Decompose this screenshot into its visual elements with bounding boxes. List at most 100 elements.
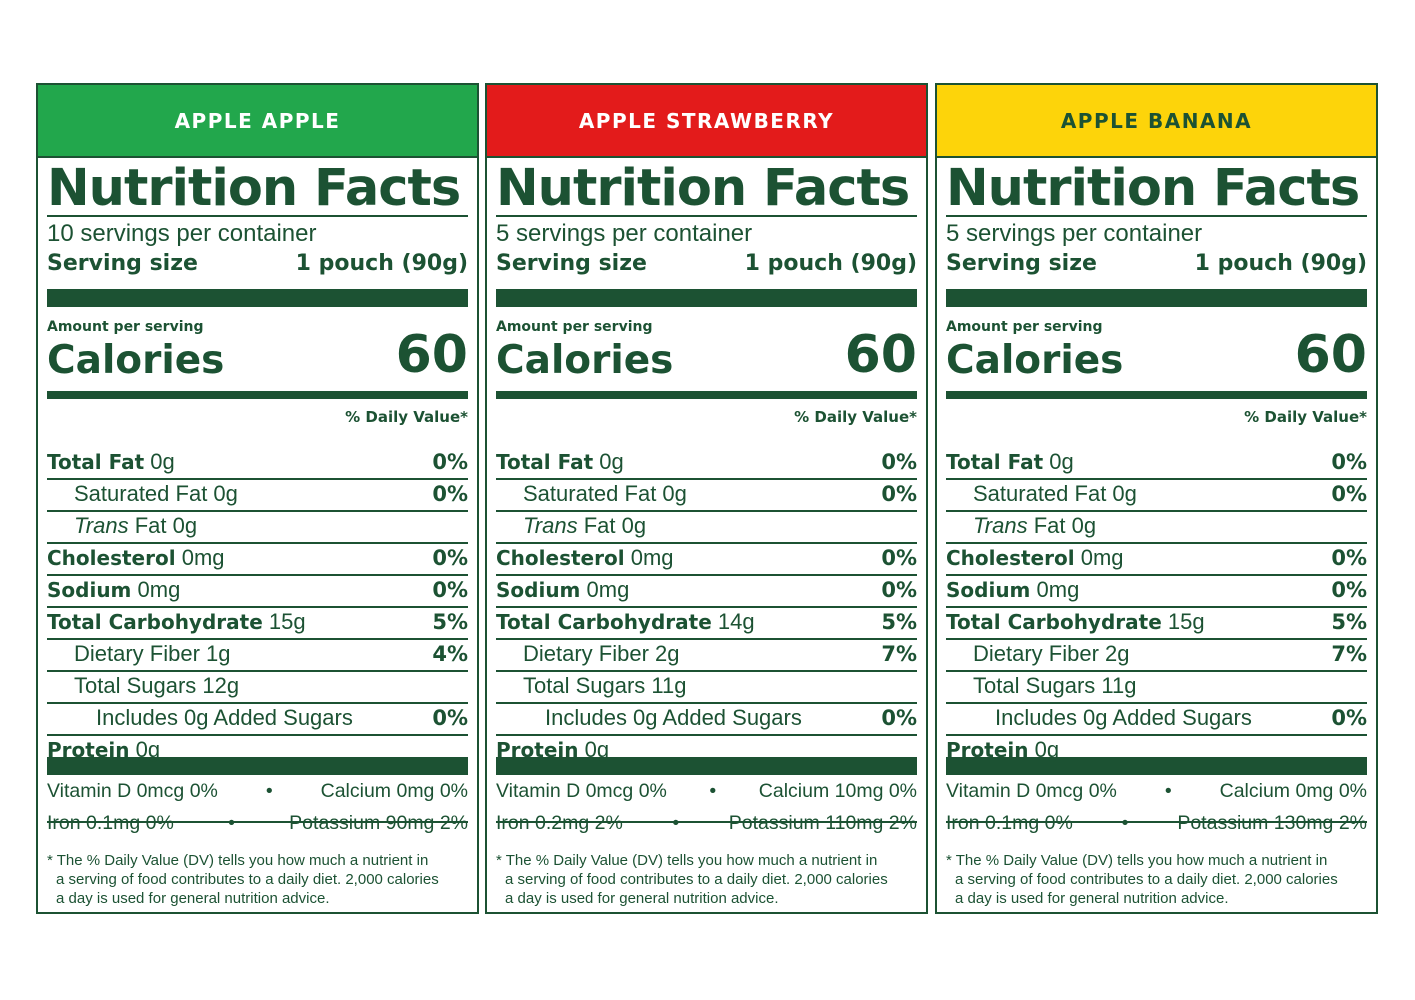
- serving-size-row: Serving size 1 pouch (90g): [946, 249, 1367, 279]
- nutrient-label: Sodium: [47, 578, 132, 602]
- daily-value-percent: 0%: [1331, 546, 1367, 570]
- nutrient-amount: 0g: [135, 737, 161, 762]
- nutrient-amount: 0mg: [181, 545, 225, 570]
- nutrient-label-group: Saturated Fat 0g: [74, 481, 238, 507]
- nutrient-row: Includes 0g Added Sugars 0%: [47, 702, 468, 734]
- nutrient-label: Dietary Fiber 1g: [74, 641, 231, 666]
- nutrient-label: Fat 0g: [1033, 513, 1097, 538]
- flavor-band: APPLE BANANA: [937, 85, 1376, 158]
- footnote-line: a serving of food contributes to a daily…: [505, 871, 888, 888]
- daily-value-footnote: * The % Daily Value (DV) tells you how m…: [946, 851, 1367, 908]
- nutrient-amount: 15g: [1167, 609, 1205, 634]
- serving-size-label: Serving size: [496, 251, 647, 276]
- nutrient-label-group: Sodium 0mg: [47, 577, 180, 603]
- nutrient-row: Trans Fat 0g: [47, 510, 468, 542]
- nutrient-label-group: Total Carbohydrate 14g: [496, 609, 755, 635]
- vitamin-right: Calcium 10mg 0%: [758, 779, 918, 802]
- nutrient-label-group: Total Fat 0g: [496, 449, 624, 475]
- nutrient-label: Total Sugars 11g: [973, 673, 1137, 698]
- divider-line: [47, 702, 468, 704]
- nutrient-label: Dietary Fiber 2g: [973, 641, 1130, 666]
- footnote-line: * The % Daily Value (DV) tells you how m…: [496, 852, 878, 869]
- nutrient-label-group: Protein 0g: [47, 737, 160, 763]
- nutrient-label-group: Total Carbohydrate 15g: [47, 609, 306, 635]
- nutrient-row: Protein 0g: [47, 734, 468, 766]
- vitamin-right: Calcium 0mg 0%: [320, 779, 469, 802]
- daily-value-percent: 5%: [1331, 610, 1367, 634]
- nutrition-panel-apple-strawberry: APPLE STRAWBERRY Nutrition Facts 5 serving…: [485, 83, 928, 914]
- divider-line: [47, 606, 468, 608]
- nutrient-row: Total Fat 0g 0%: [47, 446, 468, 478]
- nutrient-row: Saturated Fat 0g 0%: [946, 478, 1367, 510]
- divider-line: [496, 821, 917, 823]
- nutrient-label: Protein: [47, 738, 130, 762]
- divider-line: [496, 478, 917, 480]
- vitamin-mineral-row: Iron 0.2mg 2% • Potassium 110mg 2%: [496, 807, 917, 839]
- nutrient-label-group: Dietary Fiber 2g: [523, 641, 680, 667]
- nutrient-label: Cholesterol: [496, 546, 625, 570]
- nutrient-label: Sodium: [946, 578, 1031, 602]
- nutrient-label: Fat 0g: [583, 513, 647, 538]
- divider-line: [496, 638, 917, 640]
- nutrient-label: Includes 0g Added Sugars: [545, 705, 802, 730]
- footnote-line: a serving of food contributes to a daily…: [56, 871, 439, 888]
- divider-line: [946, 702, 1367, 704]
- nutrient-row: Sodium 0mg 0%: [47, 574, 468, 606]
- nutrient-label: Includes 0g Added Sugars: [995, 705, 1252, 730]
- nutrient-amount: 0g: [599, 449, 624, 474]
- nutrient-row: Saturated Fat 0g 0%: [47, 478, 468, 510]
- daily-value-footnote: * The % Daily Value (DV) tells you how m…: [496, 851, 917, 908]
- serving-size-row: Serving size 1 pouch (90g): [47, 249, 468, 279]
- servings-per-container: 5 servings per container: [496, 220, 753, 247]
- daily-value-percent: 0%: [432, 706, 468, 730]
- nutrient-row: Total Carbohydrate 14g 5%: [496, 606, 917, 638]
- vitamin-right: Potassium 130mg 2%: [1177, 811, 1368, 834]
- nutrient-label-group: Protein 0g: [946, 737, 1059, 763]
- divider-line: [47, 638, 468, 640]
- thick-divider: [47, 289, 468, 307]
- nutrient-label: Total Fat: [946, 450, 1044, 474]
- bullet-separator: •: [228, 811, 235, 834]
- nutrient-label-group: Cholesterol 0mg: [946, 545, 1124, 571]
- nutrition-facts-body: Nutrition Facts 10 servings per container…: [38, 158, 477, 914]
- calories-value: 60: [844, 325, 917, 385]
- nutrient-label-group: Includes 0g Added Sugars: [995, 705, 1252, 731]
- divider-line: [946, 821, 1367, 823]
- calories-label: Calories: [47, 338, 225, 383]
- nutrient-label-group: Dietary Fiber 1g: [74, 641, 231, 667]
- nutrient-row: Cholesterol 0mg 0%: [496, 542, 917, 574]
- nutrient-label-group: Trans Fat 0g: [523, 513, 646, 539]
- nutrient-row: Cholesterol 0mg 0%: [946, 542, 1367, 574]
- amount-per-serving-label: Amount per serving: [47, 319, 204, 335]
- divider-line: [946, 478, 1367, 480]
- nutrient-label-group: Total Fat 0g: [946, 449, 1074, 475]
- nutrient-row: Cholesterol 0mg 0%: [47, 542, 468, 574]
- nutrition-facts-body: Nutrition Facts 5 servings per container S…: [487, 158, 926, 914]
- nutrient-row: Sodium 0mg 0%: [946, 574, 1367, 606]
- bullet-separator: •: [265, 779, 273, 802]
- nutrient-label: Total Fat: [496, 450, 594, 474]
- nutrition-panel-apple-apple: APPLE APPLE Nutrition Facts 10 servings pe…: [36, 83, 479, 914]
- daily-value-percent: 5%: [432, 610, 468, 634]
- vitamin-mineral-row: Vitamin D 0mcg 0% • Calcium 0mg 0%: [946, 775, 1367, 807]
- nutrient-amount: 0mg: [586, 577, 630, 602]
- serving-size-row: Serving size 1 pouch (90g): [496, 249, 917, 279]
- nutrient-label: Total Fat: [47, 450, 145, 474]
- nutrition-facts-title: Nutrition Facts: [946, 161, 1360, 217]
- daily-value-percent: 5%: [881, 610, 917, 634]
- nutrient-row: Saturated Fat 0g 0%: [496, 478, 917, 510]
- daily-value-percent: 0%: [1331, 482, 1367, 506]
- nutrient-row: Total Sugars 12g: [47, 670, 468, 702]
- divider-line: [946, 542, 1367, 544]
- amount-per-serving-label: Amount per serving: [946, 319, 1103, 335]
- divider-line: [47, 478, 468, 480]
- divider-line: [47, 510, 468, 512]
- serving-size-label: Serving size: [47, 251, 198, 276]
- divider-line: [496, 606, 917, 608]
- divider-line: [946, 574, 1367, 576]
- calories-value: 60: [395, 325, 468, 385]
- medium-divider: [496, 391, 917, 399]
- nutrition-panel-apple-banana: APPLE BANANA Nutrition Facts 5 servings pe…: [935, 83, 1378, 914]
- thick-divider: [496, 289, 917, 307]
- flavor-band: APPLE STRAWBERRY: [487, 85, 926, 158]
